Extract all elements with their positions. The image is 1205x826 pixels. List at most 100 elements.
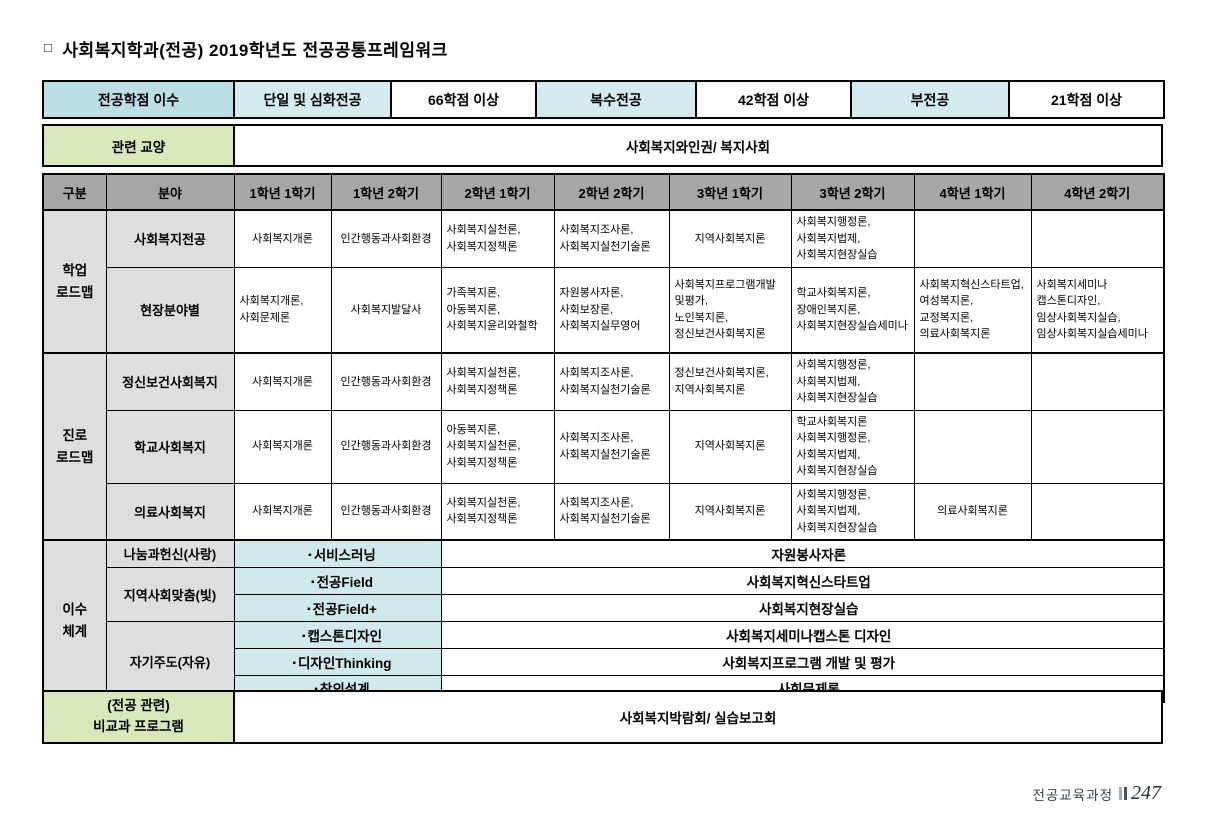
extracurricular-row: (전공 관련) 비교과 프로그램 사회복지박람회/ 실습보고회 [42,690,1163,744]
system-course-cell: 사회복지세미나캡스톤 디자인 [440,620,1165,649]
system-track-text: 서비스러닝 [313,547,376,563]
square-bullet-icon: ▪ [311,576,315,588]
column-header: 1학년 2학기 [330,173,442,211]
course-cell: 사회복지개론 [233,482,332,541]
field-label: 학교사회복지 [105,409,235,484]
course-cell: 사회복지조사론, 사회복지실천기술론 [553,352,670,411]
field-label: 정신보건사회복지 [105,352,235,411]
course-cell: 의료사회복지론 [913,482,1032,541]
credit-header-cell: 전공학점 이수 [42,80,235,119]
system-track-text: 디자인Thinking [298,655,392,671]
table-row: 지역사회맞춤(빛) ▪ 전공Field 사회복지혁신스타트업 [43,566,1165,622]
field-label: 현장분야별 [105,266,235,354]
system-track-text: 전공Field+ [312,601,377,617]
footer-marker-bar-icon [1124,787,1127,800]
related-liberal-arts-label: 관련 교양 [42,124,235,167]
system-course-cell: 사회복지현장실습 [440,593,1165,622]
curriculum-framework-table: 구분 분야 1학년 1학기 1학년 2학기 2학년 1학기 2학년 2학기 3학… [42,173,1165,703]
column-header: 3학년 2학기 [790,173,915,211]
system-track-label: ▪ 전공Field [233,566,442,595]
course-cell: 지역사회복지론 [668,482,792,541]
system-course-cell: 사회복지프로그램 개발 및 평가 [440,647,1165,676]
table-row: 현장분야별 사회복지개론, 사회문제론 사회복지발달사 가족복지론, 아동복지론… [43,266,1165,354]
credit-type-cell: 복수전공 [535,80,697,119]
square-bullet-icon: ▪ [308,549,312,561]
field-label: 지역사회맞춤(빛) [105,566,235,622]
curriculum-header-row: 구분 분야 1학년 1학기 1학년 2학기 2학년 1학기 2학년 2학기 3학… [42,173,1165,211]
field-label: 사회복지전공 [105,209,235,268]
course-cell: 인간행동과사회환경 [330,482,442,541]
extracurricular-label: (전공 관련) 비교과 프로그램 [42,690,235,744]
table-row: 학교사회복지 사회복지개론 인간행동과사회환경 아동복지론, 사회복지실천론, … [43,409,1165,484]
course-cell: 사회복지발달사 [330,266,442,354]
course-cell: 아동복지론, 사회복지실천론, 사회복지정책론 [440,409,555,484]
extracurricular-value: 사회복지박람회/ 실습보고회 [233,690,1163,744]
course-cell: 사회복지개론 [233,409,332,484]
system-track-label: ▪ 디자인Thinking [233,647,442,676]
column-header: 4학년 1학기 [913,173,1032,211]
related-liberal-arts-value: 사회복지와인권/ 복지사회 [233,124,1163,167]
course-cell [1030,352,1165,411]
credit-value-cell: 21학점 이상 [1008,80,1165,119]
column-header: 구분 [42,173,107,211]
table-row: 자기주도(자유) ▪ 캡스톤디자인 사회복지세미나캡스톤 디자인 [43,620,1165,703]
course-cell: 사회복지행정론, 사회복지법제, 사회복지현장실습 [790,209,915,268]
table-row: 학업 로드맵 사회복지전공 사회복지개론 인간행동과사회환경 사회복지실천론, … [42,209,1165,354]
page-number: 247 [1131,782,1161,804]
square-bullet-icon: ▪ [292,657,297,669]
field-label: 의료사회복지 [105,482,235,541]
course-cell: 사회복지실천론, 사회복지정책론 [440,482,555,541]
course-cell: 자원봉사자론, 사회보장론, 사회복지실무영어 [553,266,670,354]
column-header: 4학년 2학기 [1030,173,1165,211]
course-cell: 인간행동과사회환경 [330,209,442,268]
related-liberal-arts-table: 관련 교양 사회복지와인권/ 복지사회 [42,124,1163,167]
table-row: 이수 체계 나눔과헌신(사랑) ▪ 서비스러닝 자원봉사자론 [42,539,1165,703]
system-track-label: ▪ 서비스러닝 [233,539,442,568]
square-bullet-icon: ▪ [307,603,311,615]
column-header: 분야 [105,173,235,211]
course-cell: 사회복지실천론, 사회복지정책론 [440,209,555,268]
extracurricular-program-table: (전공 관련) 비교과 프로그램 사회복지박람회/ 실습보고회 [42,690,1163,744]
course-cell: 가족복지론, 아동복지론, 사회복지윤리와철학 [440,266,555,354]
course-cell: 인간행동과사회환경 [330,352,442,411]
table-row: 진로 로드맵 정신보건사회복지 사회복지개론 인간행동과사회환경 사회복지실천론… [42,352,1165,541]
course-cell: 사회복지조사론, 사회복지실천기술론 [553,482,670,541]
column-header: 2학년 1학기 [440,173,555,211]
course-cell [1030,482,1165,541]
credit-type-cell: 부전공 [850,80,1010,119]
course-cell: 사회복지프로그램개발 및평가, 노인복지론, 정신보건사회복지론 [668,266,792,354]
course-cell: 인간행동과사회환경 [330,409,442,484]
square-bullet-icon: ▪ [301,630,306,642]
credit-requirements-table: 전공학점 이수 단일 및 심화전공 66학점 이상 복수전공 42학점 이상 부… [42,80,1165,119]
system-course-cell: 사회복지혁신스타트업 [440,566,1165,595]
course-cell: 사회복지개론 [233,352,332,411]
credit-type-cell: 단일 및 심화전공 [233,80,392,119]
course-cell: 사회복지실천론, 사회복지정책론 [440,352,555,411]
course-cell: 학교사회복지론, 장애인복지론, 사회복지현장실습세미나 [790,266,915,354]
course-cell [913,352,1032,411]
related-liberal-arts-row: 관련 교양 사회복지와인권/ 복지사회 [42,124,1163,167]
course-cell: 정신보건사회복지론, 지역사회복지론 [668,352,792,411]
page-title-text: 사회복지학과(전공) 2019학년도 전공공통프레임워크 [62,41,448,60]
course-cell: 사회복지조사론, 사회복지실천기술론 [553,409,670,484]
page-footer: 전공교육과정 247 [1032,782,1161,805]
square-outline-bullet-icon: □ [44,40,53,55]
group-label-career-roadmap: 진로 로드맵 [42,352,107,541]
credit-value-cell: 66학점 이상 [390,80,537,119]
group-label-completion-system: 이수 체계 [42,539,107,703]
system-track-label: ▪ 캡스톤디자인 [233,620,442,649]
course-cell: 사회복지행정론, 사회복지법제, 사회복지현장실습 [790,352,915,411]
column-header: 2학년 2학기 [553,173,670,211]
system-track-text: 전공Field [316,574,373,590]
credit-requirements-row: 전공학점 이수 단일 및 심화전공 66학점 이상 복수전공 42학점 이상 부… [42,80,1165,119]
table-row: ▪ 디자인Thinking 사회복지프로그램 개발 및 평가 [43,647,1165,676]
system-track-label: ▪ 전공Field+ [233,593,442,622]
course-cell [1030,209,1165,268]
course-cell: 사회복지개론 [233,209,332,268]
course-cell: 지역사회복지론 [668,409,792,484]
course-cell: 사회복지개론, 사회문제론 [233,266,332,354]
credit-value-cell: 42학점 이상 [695,80,852,119]
course-cell [913,209,1032,268]
footer-section-label: 전공교육과정 [1032,787,1113,803]
